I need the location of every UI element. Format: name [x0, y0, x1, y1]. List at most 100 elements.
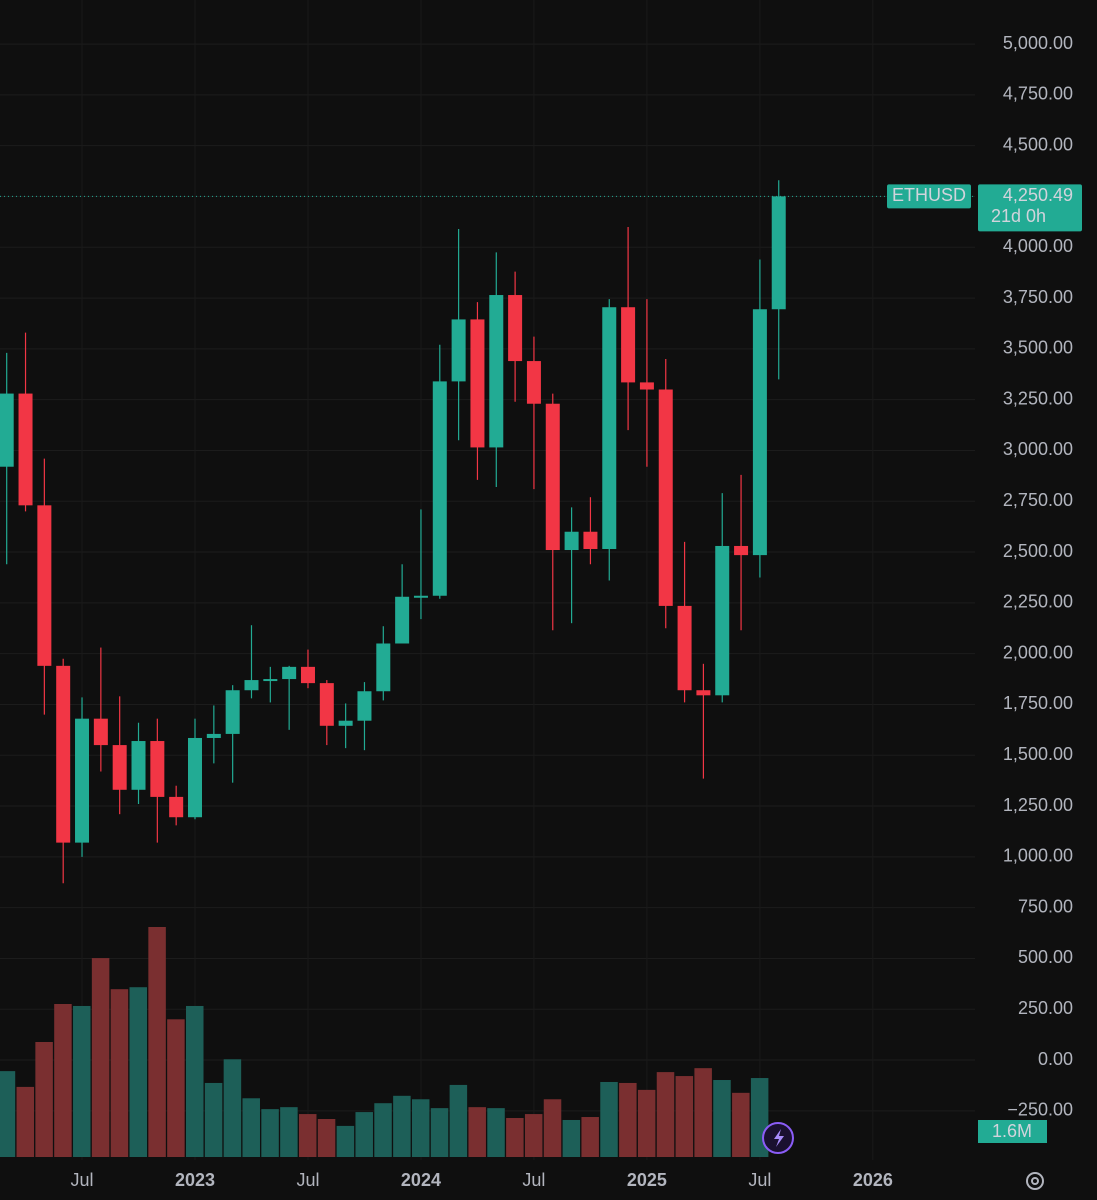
settings-icon[interactable]	[1026, 1172, 1044, 1190]
candle-body	[489, 295, 504, 448]
y-tick-label: 250.00	[1018, 998, 1073, 1018]
candle-body	[169, 796, 184, 818]
x-tick-label: 2025	[627, 1170, 667, 1190]
candle-body	[470, 319, 485, 448]
symbol-badge	[887, 184, 971, 209]
volume-badge	[978, 1120, 1047, 1143]
volume-bar	[0, 1071, 16, 1157]
candle-body	[715, 545, 730, 696]
assistant-icon[interactable]	[762, 1122, 794, 1154]
candle-body	[338, 720, 353, 726]
volume-bar	[73, 1005, 91, 1157]
x-tick-label: Jul	[296, 1170, 319, 1190]
candle-body	[357, 691, 372, 721]
volume-bar	[543, 1099, 562, 1157]
volume-bar	[732, 1092, 750, 1157]
volume-bar	[298, 1114, 317, 1157]
y-tick-label: 3,250.00	[1003, 388, 1073, 408]
candle-body	[188, 737, 202, 818]
y-tick-label: 3,000.00	[1003, 439, 1073, 459]
candle-body	[225, 690, 240, 734]
volume-bar	[223, 1059, 242, 1157]
candle-body	[621, 307, 636, 383]
volume-bar	[713, 1080, 731, 1157]
candle-body	[244, 680, 259, 691]
volume-bar	[393, 1095, 411, 1157]
candle-body	[263, 679, 278, 682]
candle-body	[451, 319, 466, 382]
y-tick-label: −250.00	[1007, 1100, 1073, 1120]
candle-body	[37, 505, 52, 666]
y-tick-label: 3,750.00	[1003, 287, 1073, 307]
volume-bar	[148, 927, 166, 1157]
candle-body	[112, 745, 127, 790]
x-tick-label: Jul	[748, 1170, 771, 1190]
volume-bar	[675, 1076, 694, 1157]
y-tick-label: 1,000.00	[1003, 846, 1073, 866]
x-tick-label: 2024	[401, 1170, 441, 1190]
candle-body	[639, 382, 654, 390]
volume-bar	[261, 1109, 279, 1157]
candle-body	[602, 307, 617, 550]
gear[interactable]	[1026, 1172, 1044, 1190]
x-tick-label: 2023	[175, 1170, 215, 1190]
y-tick-label: 4,750.00	[1003, 84, 1073, 104]
candle-body	[545, 403, 560, 551]
volume-bar	[600, 1081, 618, 1157]
volume-bar	[637, 1089, 656, 1157]
candle-body	[206, 733, 221, 738]
volume-bar	[35, 1042, 53, 1157]
volume-bar	[54, 1003, 72, 1157]
volume-bar	[374, 1103, 392, 1157]
volume-bar	[524, 1114, 543, 1157]
countdown-label: 21d 0h	[991, 206, 1046, 226]
y-tick-label: 3,500.00	[1003, 338, 1073, 358]
y-tick-label: 2,500.00	[1003, 541, 1073, 561]
volume-bar	[656, 1072, 675, 1157]
candle-body	[658, 389, 673, 606]
candle-body	[677, 605, 692, 691]
gear-hub	[1031, 1177, 1039, 1185]
y-tick-label: 5,000.00	[1003, 33, 1073, 53]
y-tick-label: 500.00	[1018, 947, 1073, 967]
candle-body	[300, 666, 315, 684]
volume-bar	[581, 1117, 599, 1157]
volume-bar	[16, 1086, 35, 1157]
candle-body	[583, 531, 598, 550]
x-tick-label: 2026	[853, 1170, 893, 1190]
y-tick-label: 1,750.00	[1003, 693, 1073, 713]
y-tick-label: 1,250.00	[1003, 795, 1073, 815]
candle-body	[319, 683, 334, 726]
candle-body	[131, 741, 146, 790]
y-tick-label: 0.00	[1038, 1049, 1073, 1069]
candle-body	[752, 309, 767, 556]
volume-bar	[562, 1119, 581, 1157]
candle-body	[696, 690, 711, 696]
volume-bar	[242, 1098, 260, 1157]
y-tick-label: 1,500.00	[1003, 744, 1073, 764]
volume-bar	[449, 1084, 468, 1157]
y-tick-label: 2,000.00	[1003, 642, 1073, 662]
volume-bar	[280, 1107, 298, 1157]
candle-body	[432, 381, 447, 596]
y-tick-label: 750.00	[1018, 896, 1073, 916]
volume-bar	[694, 1068, 712, 1157]
candle-body	[508, 295, 523, 362]
x-tick-label: Jul	[522, 1170, 545, 1190]
symbol-label: ETHUSD	[892, 185, 966, 205]
volume-bar	[355, 1112, 373, 1157]
y-tick-label: 4,500.00	[1003, 134, 1073, 154]
volume-bar	[186, 1005, 204, 1157]
price-badge	[978, 184, 1082, 232]
candle-body	[282, 666, 297, 680]
candle-body	[376, 643, 391, 692]
candle-body	[413, 595, 428, 598]
volume-bar	[167, 1019, 185, 1157]
volume-bar	[619, 1082, 637, 1157]
x-tick-label: Jul	[71, 1170, 94, 1190]
y-tick-label: 2,750.00	[1003, 490, 1073, 510]
volume-bar	[411, 1099, 430, 1157]
candle-body	[395, 596, 410, 644]
price-label: 4,250.49	[1003, 185, 1073, 205]
